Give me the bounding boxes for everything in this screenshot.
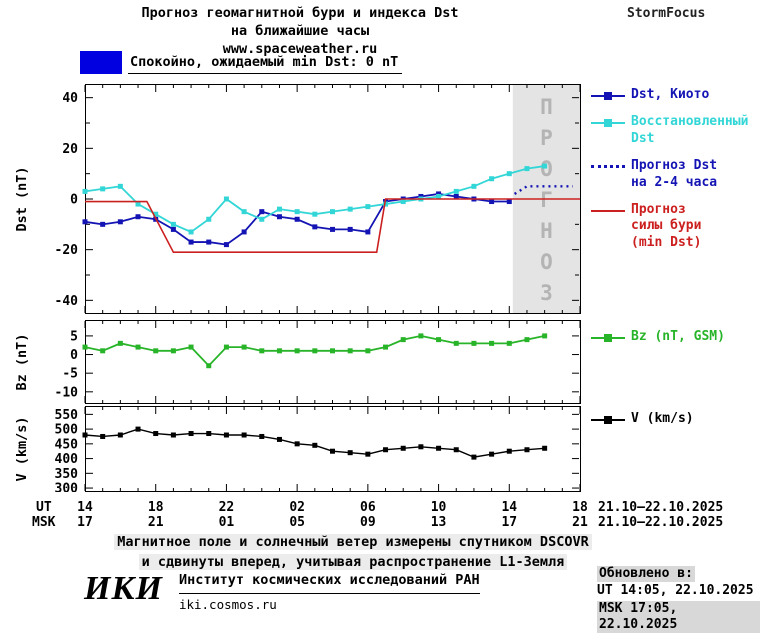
svg-text:О: О xyxy=(540,157,553,181)
svg-text:500: 500 xyxy=(55,423,79,438)
brand-label: StormFocus xyxy=(627,6,706,21)
forecast-dotted-line-icon xyxy=(591,159,625,175)
msk-axis-label: MSK xyxy=(32,515,56,530)
x-tick-label: 18 xyxy=(147,500,164,515)
svg-text:Н: Н xyxy=(540,219,553,243)
updated-block: Обновлено в: UT 14:05, 22.10.2025 MSK 17… xyxy=(597,566,760,634)
website-url: www.spaceweather.ru xyxy=(222,41,378,58)
svg-text:300: 300 xyxy=(55,482,79,492)
title-line2: на ближайшие часы xyxy=(230,23,370,40)
v-line-marker-icon xyxy=(591,412,625,428)
svg-text:З: З xyxy=(540,281,553,305)
legend-label-restored: Восстановленный Dst xyxy=(631,114,749,146)
dst-legend: Dst, Киото Восстановленный Dst Прогноз D… xyxy=(591,87,759,262)
x-tick-label: 17 xyxy=(501,515,518,530)
svg-text:40: 40 xyxy=(62,91,78,106)
svg-text:Г: Г xyxy=(540,188,553,212)
svg-text:-5: -5 xyxy=(62,367,78,382)
svg-text:Р: Р xyxy=(540,126,553,150)
x-tick-label: 21 xyxy=(572,515,588,530)
legend-item-v: V (km/s) xyxy=(591,411,759,428)
legend-label-v: V (km/s) xyxy=(631,411,694,426)
svg-text:0: 0 xyxy=(70,193,78,208)
ut-axis-row: UT 14 18 22 02 06 10 14 18 21.10–22.10.2025 xyxy=(0,500,760,515)
svg-text:400: 400 xyxy=(55,452,79,467)
x-tick-label: 10 xyxy=(430,500,447,515)
restored-line-marker-icon xyxy=(591,115,625,131)
legend-label-storm-forecast: Прогноз силы бури (min Dst) xyxy=(631,201,702,251)
status-banner: Спокойно, ожидаемый min Dst: 0 nT xyxy=(80,51,403,74)
x-tick-label: 22 xyxy=(218,500,235,515)
svg-text:П: П xyxy=(540,95,553,119)
svg-text:550: 550 xyxy=(55,408,79,423)
svg-text:Bz (nT): Bz (nT) xyxy=(14,334,30,391)
updated-msk: MSK 17:05, 22.10.2025 xyxy=(597,600,760,633)
svg-text:О: О xyxy=(540,250,553,274)
institute-name: Институт космических исследований РАН xyxy=(178,572,480,594)
institute-block: ИКИ Институт космических исследований РА… xyxy=(84,572,480,612)
svg-text:-10: -10 xyxy=(55,385,79,400)
x-tick-label: 02 xyxy=(289,500,305,515)
x-tick-label: 14 xyxy=(77,500,93,515)
svg-text:20: 20 xyxy=(62,142,78,157)
svg-text:-20: -20 xyxy=(55,243,79,258)
bz-line-marker-icon xyxy=(591,330,625,346)
institute-info: Институт космических исследований РАН ik… xyxy=(178,572,480,612)
svg-text:0: 0 xyxy=(70,348,78,363)
footnote-line2: и сдвинуты вперед, учитывая распростране… xyxy=(138,553,568,570)
updated-title: Обновлено в: xyxy=(597,566,695,583)
x-tick-label: 21 xyxy=(147,515,164,530)
legend-item-storm-forecast: Прогноз силы бури (min Dst) xyxy=(591,202,759,253)
x-tick-label: 18 xyxy=(572,500,588,515)
iki-logo: ИКИ xyxy=(84,570,163,607)
data-source-note: Магнитное поле и солнечный ветер измерен… xyxy=(0,533,706,572)
msk-date-range: 21.10–22.10.2025 xyxy=(598,515,724,530)
x-tick-label: 13 xyxy=(430,515,447,530)
storm-forecast-line-icon xyxy=(591,203,625,219)
legend-item-restored-dst: Восстановленный Dst xyxy=(591,114,759,148)
institute-site-link: iki.cosmos.ru xyxy=(178,597,277,612)
page-title: Прогноз геомагнитной бури и индекса Dst … xyxy=(0,4,600,59)
v-legend: V (km/s) xyxy=(591,411,759,438)
svg-text:450: 450 xyxy=(55,437,79,452)
ut-date-range: 21.10–22.10.2025 xyxy=(598,500,724,515)
svg-text:5: 5 xyxy=(70,329,78,344)
x-tick-label: 05 xyxy=(289,515,305,530)
legend-item-forecast-dst: Прогноз Dst на 2-4 часа xyxy=(591,158,759,192)
quiet-level-swatch xyxy=(80,51,122,74)
x-tick-label: 14 xyxy=(501,500,518,515)
x-tick-label: 09 xyxy=(360,515,376,530)
bz-legend: Bz (nT, GSM) xyxy=(591,329,759,356)
kyoto-line-marker-icon xyxy=(591,88,625,104)
legend-label-forecast: Прогноз Dst на 2-4 часа xyxy=(631,157,718,190)
msk-axis-row: MSK 17 21 01 05 09 13 17 21 21.10–22.10.2025 xyxy=(0,515,760,530)
legend-label-kyoto: Dst, Киото xyxy=(631,87,710,102)
ut-axis-label: UT xyxy=(36,500,52,515)
svg-text:Dst (nT): Dst (nT) xyxy=(14,166,30,231)
x-tick-label: 06 xyxy=(360,500,376,515)
svg-text:-40: -40 xyxy=(55,294,79,309)
updated-ut: UT 14:05, 22.10.2025 xyxy=(597,583,754,599)
x-tick-label: 01 xyxy=(218,515,235,530)
legend-item-kyoto-dst: Dst, Киото xyxy=(591,87,759,104)
x-tick-label: 17 xyxy=(77,515,93,530)
legend-item-bz: Bz (nT, GSM) xyxy=(591,329,759,346)
svg-text:350: 350 xyxy=(55,467,79,482)
bz-chart: 5 0 -5 -10 Bz (nT) xyxy=(14,320,581,404)
svg-text:V (km/s): V (km/s) xyxy=(14,416,30,481)
status-text: Спокойно, ожидаемый min Dst: 0 nT xyxy=(128,51,403,74)
footnote-line1: Магнитное поле и солнечный ветер измерен… xyxy=(114,534,592,550)
title-line1: Прогноз геомагнитной бури и индекса Dst xyxy=(141,5,459,21)
legend-label-bz: Bz (nT, GSM) xyxy=(631,329,725,344)
